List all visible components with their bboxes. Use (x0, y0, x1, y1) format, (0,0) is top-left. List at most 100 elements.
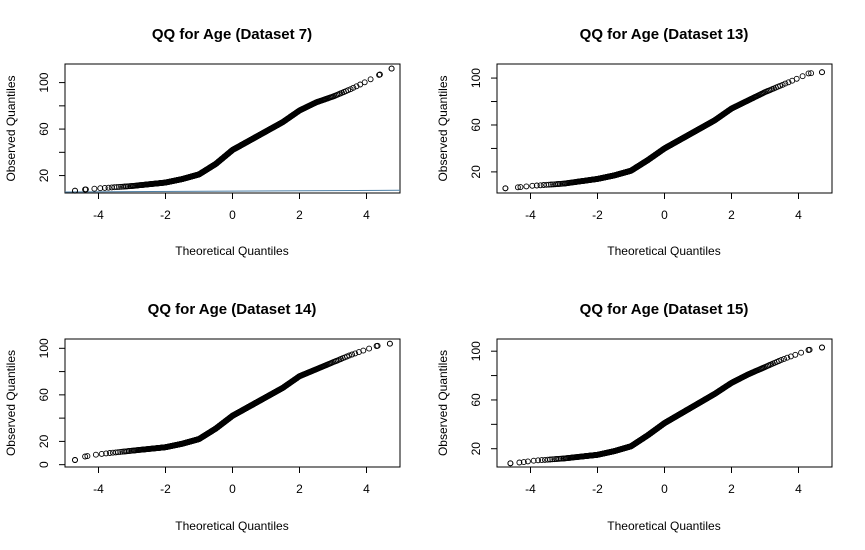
qq-point (793, 75, 800, 82)
qq-point (784, 354, 791, 361)
qq-panel-3: QQ for Age (Dataset 14) -4 -2 0 2 4 0 20 60 100 Th… (4, 301, 401, 533)
x-tick-label: -4 (93, 208, 104, 222)
qq-point (103, 450, 110, 457)
qq-point (113, 184, 120, 191)
qq-point (82, 453, 89, 460)
qq-panel-1: QQ for Age (Dataset 7) -4 -2 0 2 4 20 60 100 Theo… (4, 26, 401, 258)
qq-point (350, 84, 357, 91)
qq-point (98, 450, 105, 457)
qq-point (376, 71, 383, 78)
qq-point (530, 457, 537, 464)
qq-point (549, 456, 556, 463)
y-tick-label: 60 (37, 122, 51, 136)
qq-point (360, 347, 367, 354)
x-tick-label: 4 (363, 482, 370, 496)
x-tick-label: -2 (592, 208, 603, 222)
x-axis-label: Theoretical Quantiles (175, 519, 288, 533)
qq-point (105, 184, 112, 191)
y-tick-label: 100 (469, 68, 483, 88)
qq-point (507, 460, 514, 467)
panel-title: QQ for Age (Dataset 7) (152, 26, 312, 43)
qq-point (548, 181, 555, 188)
qq-point (84, 453, 91, 460)
y-tick-label: 20 (469, 165, 483, 179)
x-tick-label: 0 (229, 482, 236, 496)
plot-frame (496, 63, 833, 194)
x-tick-label: 2 (728, 208, 735, 222)
reference-line (64, 189, 401, 193)
x-tick-label: 2 (728, 482, 735, 496)
qq-point (781, 355, 788, 362)
x-tick-label: -4 (93, 482, 104, 496)
y-axis-label: Observed Quantiles (4, 350, 18, 456)
qq-point (72, 187, 78, 194)
y-tick-label: 60 (37, 388, 51, 402)
qq-point (529, 182, 536, 189)
qq-point (106, 450, 113, 456)
y-tick-label: 100 (37, 338, 51, 358)
qq-point (357, 81, 364, 88)
qq-point (388, 65, 395, 72)
x-tick-label: 0 (661, 208, 668, 222)
panel-title: QQ for Age (Dataset 14) (148, 301, 317, 318)
qq-point (805, 70, 812, 77)
x-tick-label: -2 (160, 208, 171, 222)
qq-point (92, 451, 99, 458)
x-tick-label: 0 (229, 208, 236, 222)
qq-point (516, 459, 523, 466)
qq-point (805, 347, 812, 353)
y-axis-label: Observed Quantiles (436, 350, 450, 456)
qq-panel-2: QQ for Age (Dataset 13) -4 -2 0 2 4 20 60 100 The… (436, 26, 833, 258)
x-tick-label: 4 (363, 208, 370, 222)
qq-point (97, 185, 104, 192)
qq-point (523, 183, 530, 190)
y-axis-label: Observed Quantiles (4, 75, 18, 181)
qq-point (779, 81, 786, 88)
qq-point (82, 186, 89, 193)
qq-point (91, 185, 98, 192)
qq-point (785, 79, 792, 86)
qq-point (72, 457, 78, 463)
qq-point (792, 351, 799, 358)
plot-frame (64, 63, 401, 194)
x-tick-label: -2 (592, 482, 603, 496)
qq-point (798, 349, 805, 356)
x-tick-label: -2 (160, 482, 171, 496)
qq-point (366, 345, 373, 352)
qq-point (367, 76, 374, 83)
x-tick-label: -4 (525, 482, 536, 496)
qq-point (545, 181, 552, 188)
y-axis-label: Observed Quantiles (436, 75, 450, 181)
panel-title: QQ for Age (Dataset 13) (580, 26, 749, 43)
qq-point (819, 69, 825, 76)
qq-point (778, 356, 785, 363)
qq-points (502, 69, 825, 192)
qq-point (782, 80, 789, 87)
qq-point (101, 184, 108, 191)
qq-point (520, 459, 527, 466)
qq-point (514, 184, 521, 191)
qq-panel-4: QQ for Age (Dataset 15) -4 -2 0 2 4 20 60 100 The… (436, 301, 833, 533)
qq-point (349, 351, 356, 358)
y-tick-label: 20 (469, 442, 483, 456)
y-tick-label: 20 (37, 169, 51, 183)
qq-point (386, 340, 393, 347)
panel-title: QQ for Age (Dataset 15) (580, 301, 749, 318)
qq-point (808, 70, 815, 77)
y-tick-label: 60 (469, 118, 483, 132)
x-tick-label: 4 (795, 208, 802, 222)
qq-point (373, 343, 380, 349)
qq-point (502, 185, 509, 192)
y-tick-label: 100 (37, 72, 51, 92)
qq-point (116, 183, 123, 190)
qq-point (799, 73, 806, 80)
qq-point (346, 352, 353, 359)
qq-points (72, 340, 393, 463)
qq-point (819, 344, 825, 351)
qq-point (524, 458, 531, 465)
y-tick-label: 100 (469, 341, 483, 361)
qq-point (117, 448, 124, 455)
y-tick-label: 60 (469, 393, 483, 407)
qq-points (507, 344, 825, 467)
